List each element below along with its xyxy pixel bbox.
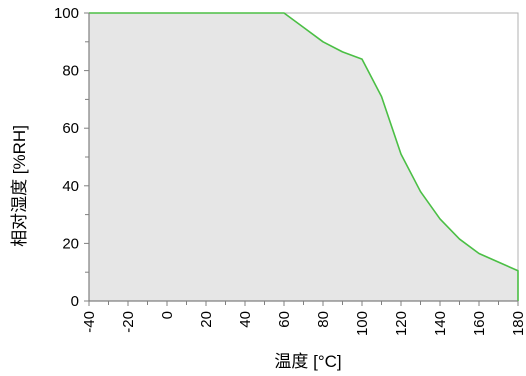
y-tick-label: 100 bbox=[54, 5, 79, 22]
y-tick-label: 20 bbox=[62, 235, 79, 252]
y-axis: 0 20 40 60 80 100 bbox=[54, 5, 90, 310]
x-tick-label: 180 bbox=[510, 311, 526, 336]
y-tick-label: 60 bbox=[62, 120, 79, 137]
x-tick-label: 140 bbox=[432, 311, 449, 336]
x-tick-label: 60 bbox=[276, 311, 293, 328]
y-tick-label: 0 bbox=[71, 293, 79, 310]
x-tick-label: 0 bbox=[159, 311, 176, 319]
x-tick-label: -20 bbox=[120, 311, 137, 333]
area-layer bbox=[89, 13, 518, 301]
x-tick-label: 100 bbox=[354, 311, 371, 336]
line-layer bbox=[88, 12, 519, 301]
y-tick-label: 80 bbox=[62, 63, 79, 80]
x-tick-label: 80 bbox=[315, 311, 332, 328]
x-tick-label: -40 bbox=[81, 311, 98, 333]
x-axis: -40 -20 0 20 40 60 80 100 120 140 160 180 bbox=[81, 300, 526, 336]
y-axis-title: 相对湿度 [%RH] bbox=[10, 125, 29, 247]
x-tick-label: 40 bbox=[237, 311, 254, 328]
series-area-fill bbox=[89, 13, 518, 301]
x-tick-label: 120 bbox=[393, 311, 410, 336]
x-axis-title: 温度 [°C] bbox=[274, 352, 341, 371]
x-tick-label: 20 bbox=[198, 311, 215, 328]
x-tick-label: 160 bbox=[471, 311, 488, 336]
y-tick-label: 40 bbox=[62, 178, 79, 195]
